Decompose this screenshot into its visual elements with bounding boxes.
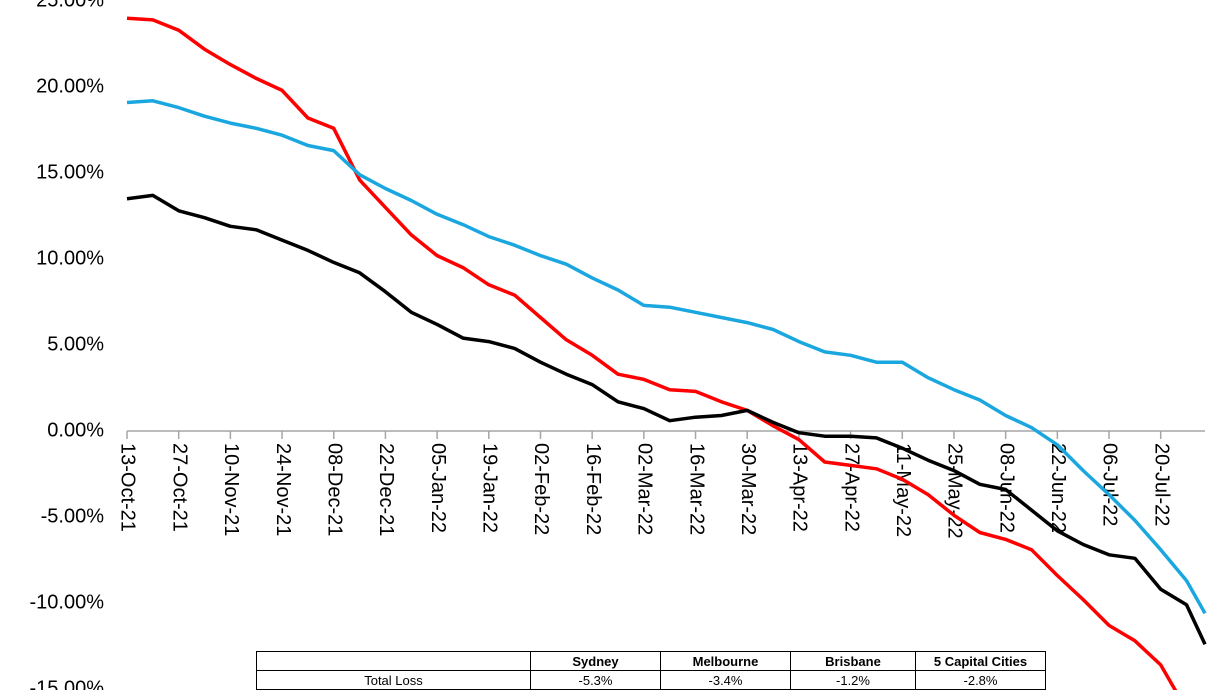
series-line (126, 16, 1178, 690)
x-tick-label: 13-Oct-21 (117, 443, 139, 532)
cell: -1.2% (790, 670, 916, 690)
y-tick-label: 25.00% (36, 0, 104, 11)
empty-cell (256, 651, 531, 671)
x-tick-label: 08-Dec-21 (323, 443, 345, 536)
x-tick-label: 02-Mar-22 (634, 443, 656, 535)
x-tick-label: 11-May-22 (892, 443, 914, 537)
plot-area (126, 16, 1207, 690)
row-label: Total Loss (256, 670, 531, 690)
cell: -2.8% (915, 670, 1046, 690)
y-tick-label: 20.00% (36, 75, 104, 97)
x-tick-label: 30-Mar-22 (737, 443, 759, 535)
series-line (126, 193, 1207, 646)
x-tick-label: 13-Apr-22 (789, 443, 811, 532)
y-tick-label: -15.00% (30, 677, 105, 690)
cell: -5.3% (530, 670, 661, 690)
row: Total Loss -5.3% -3.4% -1.2% -2.8% (256, 670, 1046, 690)
summary-table: Sydney Melbourne Brisbane 5 Capital Citi… (256, 651, 1046, 690)
cell: -3.4% (660, 670, 791, 690)
x-tick-label: 24-Nov-21 (272, 443, 294, 536)
x-tick-label: 22-Jun-22 (1047, 443, 1069, 533)
series-line (126, 99, 1207, 615)
x-tick-label: 20-Jul-22 (1150, 443, 1172, 526)
x-tick-label: 06-Jul-22 (1099, 443, 1121, 526)
x-tick-label: 27-Apr-22 (840, 443, 862, 532)
x-tick-label: 19-Jan-22 (479, 443, 501, 533)
x-tick-label: 16-Feb-22 (582, 443, 604, 535)
y-tick-label: -10.00% (30, 591, 105, 613)
x-tick-label: 25-May-22 (944, 443, 966, 539)
y-tick-label: -5.00% (41, 505, 105, 527)
y-tick-label: 15.00% (36, 161, 104, 183)
x-tick-label: 27-Oct-21 (168, 443, 190, 532)
x-tick-label: 16-Mar-22 (685, 443, 707, 535)
header-row: Sydney Melbourne Brisbane 5 Capital Citi… (256, 651, 1046, 671)
y-tick-label: 0.00% (47, 419, 104, 441)
x-tick-label: 10-Nov-21 (220, 443, 242, 536)
x-tick-label: 22-Dec-21 (375, 443, 397, 536)
header-cell: Brisbane (790, 651, 916, 671)
y-tick-label: 10.00% (36, 247, 104, 269)
header-cell: Melbourne (660, 651, 791, 671)
y-tick-label: 5.00% (47, 333, 104, 355)
x-tick-label: 05-Jan-22 (427, 443, 449, 533)
header-cell: Sydney (530, 651, 661, 671)
header-cell: 5 Capital Cities (915, 651, 1046, 671)
x-tick-label: 02-Feb-22 (530, 443, 552, 535)
